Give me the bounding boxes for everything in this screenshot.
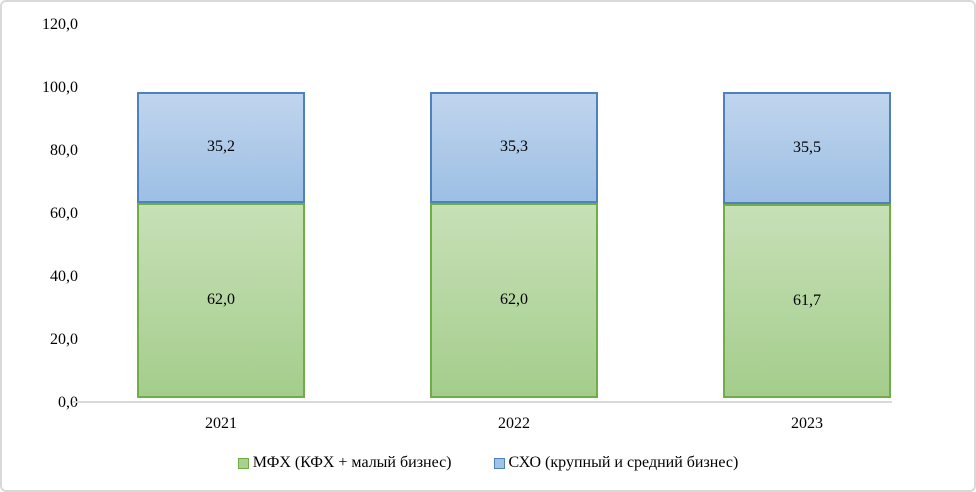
y-tick-label: 0,0 — [58, 393, 78, 411]
bar-segment-sho-2022[interactable]: 35,3 — [430, 91, 598, 203]
legend-marker-icon — [493, 457, 505, 469]
y-tick-label: 60,0 — [50, 204, 78, 222]
y-tick-label: 80,0 — [50, 141, 78, 159]
data-label: 62,0 — [207, 291, 235, 309]
bar-segment-sho-2023[interactable]: 35,5 — [723, 91, 891, 204]
bar-segment-mfh-2021[interactable]: 62,0 — [137, 202, 305, 398]
legend-label: СХО (крупный и средний бизнес) — [508, 454, 739, 471]
bar-group-2022[interactable]: 62,0 35,3 — [430, 91, 598, 398]
data-label: 35,3 — [500, 138, 528, 156]
legend-item-sho[interactable]: СХО (крупный и средний бизнес) — [493, 454, 739, 472]
bar-group-2021[interactable]: 62,0 35,2 — [137, 91, 305, 398]
bar-group-2023[interactable]: 61,7 35,5 — [723, 91, 891, 398]
y-tick-label: 20,0 — [50, 330, 78, 348]
bar-segment-sho-2021[interactable]: 35,2 — [137, 91, 305, 203]
x-tick-label-2021: 2021 — [205, 415, 237, 432]
legend-marker-icon — [237, 457, 249, 469]
x-tick-label-2023: 2023 — [791, 415, 823, 432]
data-label: 61,7 — [793, 291, 821, 309]
data-label: 35,2 — [207, 138, 235, 156]
legend: МФХ (КФХ + малый бизнес) СХО (крупный и с… — [2, 450, 974, 476]
y-tick-label: 120,0 — [42, 15, 78, 33]
data-label: 35,5 — [793, 138, 821, 156]
bar-segment-mfh-2023[interactable]: 61,7 — [723, 203, 891, 398]
legend-item-mfh[interactable]: МФХ (КФХ + малый бизнес) — [237, 454, 452, 472]
y-tick-label: 40,0 — [50, 267, 78, 285]
data-label: 62,0 — [500, 291, 528, 309]
legend-label: МФХ (КФХ + малый бизнес) — [252, 454, 452, 471]
x-tick-label-2022: 2022 — [498, 415, 530, 432]
bar-segment-mfh-2022[interactable]: 62,0 — [430, 202, 598, 398]
x-axis-line — [72, 401, 892, 403]
y-tick-label: 100,0 — [42, 78, 78, 96]
